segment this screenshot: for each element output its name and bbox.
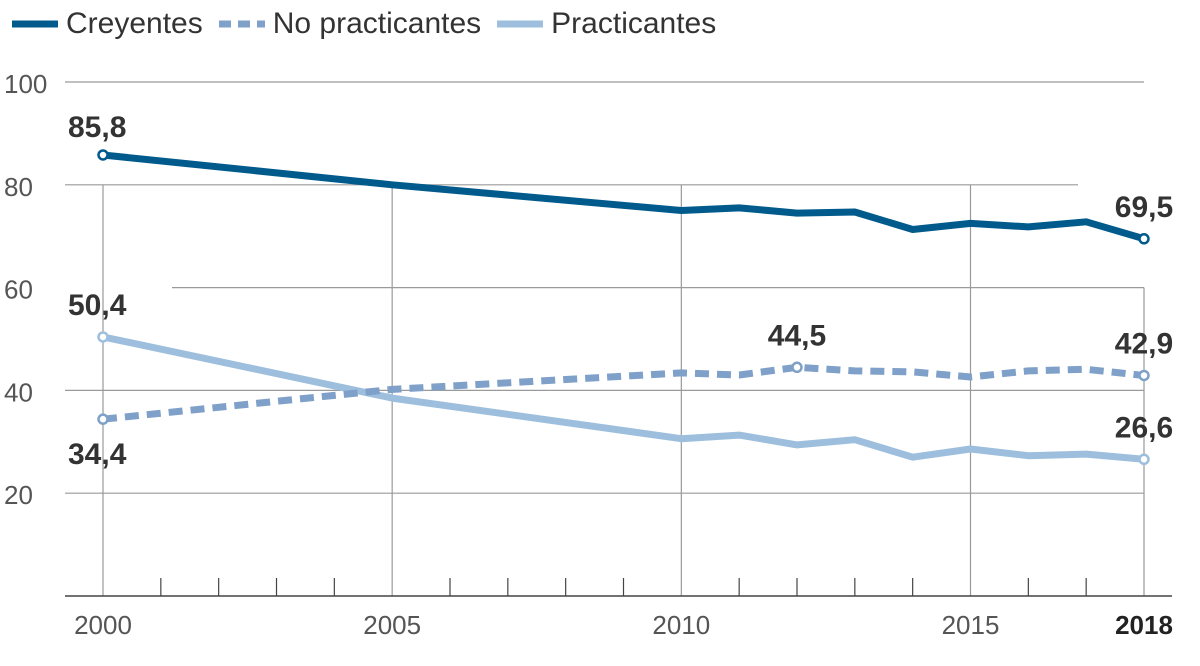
legend-label-creyentes: Creyentes xyxy=(66,7,203,40)
data-point-marker xyxy=(1138,233,1150,245)
data-point-marker xyxy=(1138,453,1150,466)
data-label: 34,4 xyxy=(68,438,127,471)
legend-label-no-practicantes: No practicantes xyxy=(272,7,482,40)
x-tick-label-2000: 2000 xyxy=(74,610,132,640)
y-tick-label-100: 100 xyxy=(4,69,47,99)
data-point-marker xyxy=(791,361,803,374)
y-tick-label-20: 20 xyxy=(4,480,33,510)
data-label: 42,9 xyxy=(1115,327,1173,360)
data-point-marker xyxy=(97,149,109,161)
legend-item-practicantes: Practicantes xyxy=(497,4,716,44)
y-tick-label-80: 80 xyxy=(4,172,33,202)
legend-swatch-practicantes xyxy=(497,20,544,28)
data-label: 50,4 xyxy=(68,289,127,322)
data-label: 26,6 xyxy=(1115,411,1173,444)
data-point-marker xyxy=(97,413,109,425)
data-point-marker xyxy=(97,331,109,343)
y-tick-label-60: 60 xyxy=(4,275,33,305)
series-line-creyentes xyxy=(102,151,1145,243)
legend-swatch-no-practicantes xyxy=(218,20,265,28)
data-label: 44,5 xyxy=(768,319,826,352)
x-tick-label-2018: 2018 xyxy=(1115,610,1173,640)
y-tick-label-40: 40 xyxy=(4,377,33,407)
x-tick-label-2015: 2015 xyxy=(942,610,1000,640)
x-tick-label-2005: 2005 xyxy=(363,610,421,640)
legend-label-practicantes: Practicantes xyxy=(551,7,717,40)
series-line-no-practicantes xyxy=(102,363,1145,423)
legend-item-no-practicantes: No practicantes xyxy=(218,4,482,44)
data-label: 85,8 xyxy=(68,111,126,144)
series-line-practicantes xyxy=(102,333,1145,463)
legend-swatch-creyentes xyxy=(12,20,58,28)
chart-legend: Creyentes No practicantes Practicantes xyxy=(12,4,732,44)
x-tick-label-2010: 2010 xyxy=(652,610,710,640)
data-point-marker xyxy=(1138,369,1150,382)
legend-item-creyentes: Creyentes xyxy=(12,4,203,44)
data-label: 69,5 xyxy=(1115,191,1173,224)
